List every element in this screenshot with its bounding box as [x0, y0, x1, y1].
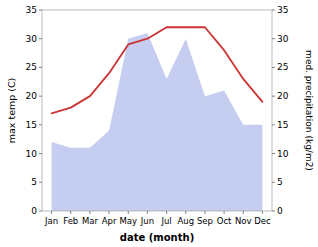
x-tick-label: Dec	[254, 216, 271, 226]
x-tick	[128, 211, 129, 214]
x-tick	[166, 211, 167, 214]
y2-tick	[272, 124, 275, 125]
chart-container: 0 5 10 15 20 25 30 35 0 5 10 15 20 25 30 35 Jan Feb MarApr…	[0, 0, 318, 247]
y-tick	[39, 96, 42, 97]
x-tick-label: Jun	[140, 216, 154, 226]
x-tick	[185, 211, 186, 214]
x-tick-label: Jan	[44, 216, 58, 226]
y-tick-label: 25	[26, 62, 37, 72]
y2-tick	[272, 153, 275, 154]
y-tick-label: 30	[26, 34, 38, 44]
y2-tick-label: 35	[277, 5, 288, 15]
x-tick	[109, 211, 110, 214]
y-axis-label: max temp (C)	[6, 78, 17, 144]
x-tick-label: Jul	[160, 216, 171, 226]
chart-svg: 0 5 10 15 20 25 30 35 0 5 10 15 20 25 30 35 Jan Feb MarApr…	[0, 0, 318, 247]
y2-tick-label: 15	[277, 120, 288, 130]
y2-tick-label: 10	[277, 149, 289, 159]
x-tick	[204, 211, 205, 214]
x-tick-label: Sep	[197, 216, 213, 226]
y2-tick-label: 25	[277, 62, 288, 72]
x-axis-label: date (month)	[120, 232, 194, 243]
y2-tick	[272, 38, 275, 39]
y-tick	[39, 124, 42, 125]
y-tick-label: 35	[26, 5, 37, 15]
x-tick-label: Mar	[82, 216, 99, 226]
y2-tick-label: 0	[277, 206, 283, 216]
y-tick-label: 20	[26, 91, 38, 101]
y2-axis-label: med. precipitation (kg/m2)	[304, 50, 314, 171]
y2-tick-label: 20	[277, 91, 289, 101]
y-tick	[39, 38, 42, 39]
y2-tick-label: 30	[277, 34, 289, 44]
y-tick	[39, 10, 42, 11]
x-tick-label: May	[119, 216, 137, 226]
x-tick	[51, 211, 52, 214]
plot-frame	[42, 10, 272, 211]
x-tick-label: Nov	[235, 216, 252, 226]
y2-tick	[272, 182, 275, 183]
y2-tick	[272, 211, 275, 212]
y2-tick	[272, 96, 275, 97]
x-tick	[224, 211, 225, 214]
x-tick-label: Apr	[102, 216, 117, 226]
x-tick-label: Aug	[177, 216, 194, 226]
y-tick	[39, 67, 42, 68]
x-tick	[262, 211, 263, 214]
x-tick	[89, 211, 90, 214]
x-tick	[147, 211, 148, 214]
y2-tick	[272, 67, 275, 68]
x-tick	[243, 211, 244, 214]
x-tick-label: Feb	[63, 216, 78, 226]
y-tick-label: 15	[26, 120, 37, 130]
y2-tick	[272, 10, 275, 11]
y-tick-label: 0	[31, 206, 37, 216]
y-tick-label: 5	[31, 177, 37, 187]
y-tick	[39, 153, 42, 154]
y-tick-label: 10	[26, 149, 38, 159]
x-tick-label: Oct	[217, 216, 232, 226]
y-tick	[39, 211, 42, 212]
plot-area	[52, 27, 263, 211]
line	[52, 27, 263, 113]
y2-tick-label: 5	[277, 177, 283, 187]
x-tick	[70, 211, 71, 214]
y-tick	[39, 182, 42, 183]
